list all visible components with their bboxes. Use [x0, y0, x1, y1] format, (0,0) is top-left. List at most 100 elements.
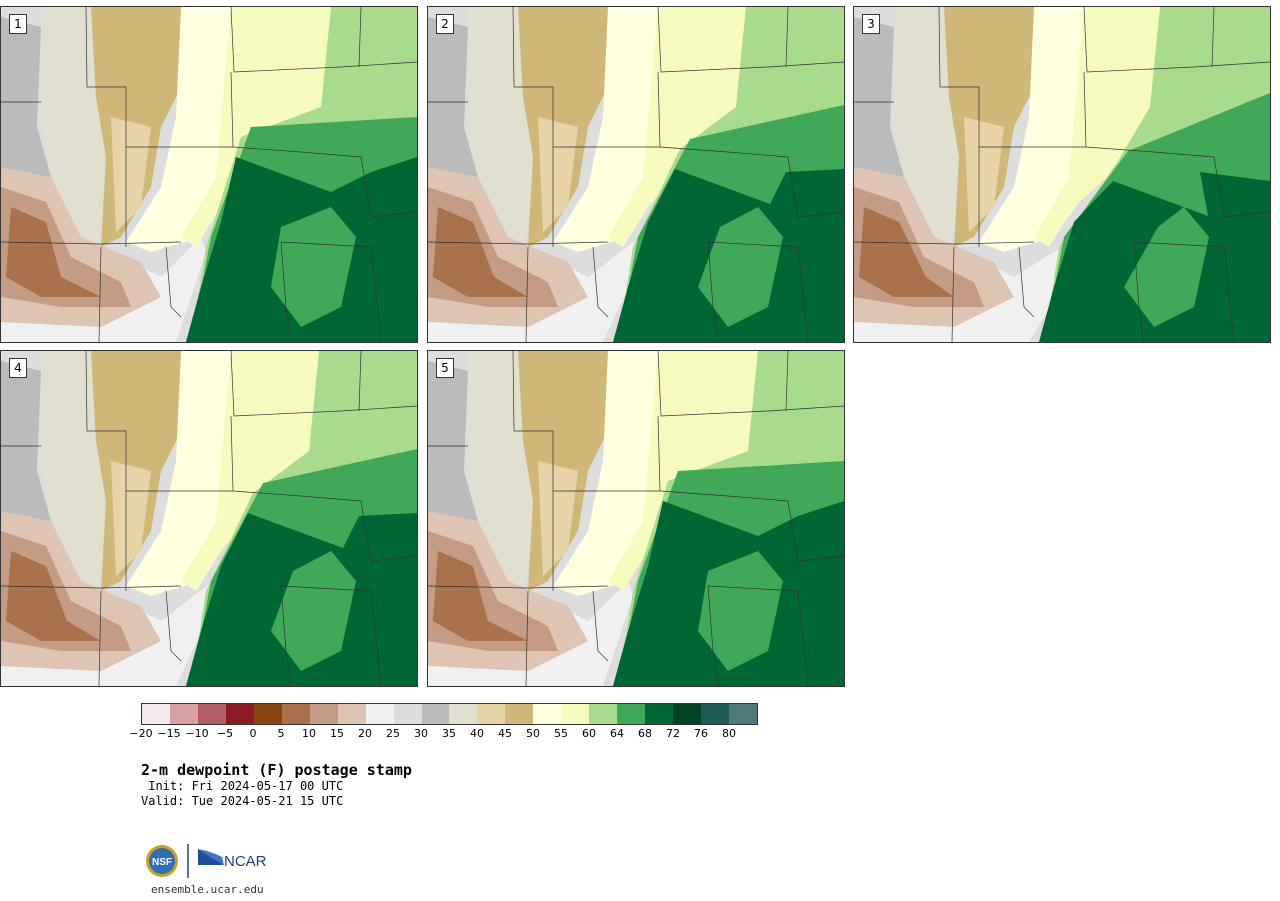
- state-boundary: [512, 7, 554, 247]
- colorbar-swatch: [309, 704, 338, 724]
- dewpoint-region: [271, 551, 356, 671]
- state-boundary: [358, 351, 362, 412]
- nsf-logo: NSF: [146, 845, 178, 877]
- map-panel-1: 1: [0, 6, 418, 343]
- colorbar-swatch: [729, 704, 757, 724]
- state-boundary: [230, 7, 417, 73]
- dewpoint-region: [428, 17, 478, 207]
- state-boundary: [1133, 241, 1145, 342]
- colorbar-tick-label: 40: [470, 727, 484, 740]
- colorbar-swatch: [701, 704, 730, 724]
- state-boundary: [280, 241, 382, 342]
- colorbar-swatch: [505, 704, 534, 724]
- state-boundary: [707, 585, 719, 686]
- state-boundary: [854, 241, 1035, 245]
- colorbar-tick-label: 5: [277, 727, 285, 740]
- colorbar-tick-label: 72: [666, 727, 680, 740]
- colorbar-tick-label: 10: [302, 727, 316, 740]
- state-boundary: [512, 351, 554, 591]
- colorbar-swatch: [169, 704, 198, 724]
- colorbar-swatch: [197, 704, 226, 724]
- colorbar-swatch: [421, 704, 450, 724]
- state-boundary: [165, 590, 182, 662]
- dewpoint-region: [1, 361, 51, 551]
- state-boundary: [428, 241, 609, 245]
- map-panel-5: 5: [427, 350, 845, 687]
- state-boundary: [280, 585, 292, 686]
- colorbar-tick-label: 20: [358, 727, 372, 740]
- state-boundary: [300, 151, 372, 218]
- colorbar-tick-label: −15: [157, 727, 181, 740]
- website-url[interactable]: ensemble.ucar.edu: [151, 883, 264, 896]
- state-boundary: [797, 211, 844, 218]
- colorbar-swatch: [533, 704, 562, 724]
- panel-number: 3: [862, 14, 880, 34]
- colorbar-swatch: [281, 704, 310, 724]
- map-panel-3: 3: [853, 6, 1271, 343]
- dewpoint-region: [111, 461, 151, 576]
- valid-time: Valid: Tue 2024-05-21 15 UTC: [141, 794, 344, 808]
- panel-number: 1: [9, 14, 27, 34]
- state-boundary: [85, 7, 127, 247]
- colorbar-tick-label: 55: [554, 727, 568, 740]
- state-boundary: [1153, 151, 1225, 218]
- panel-number: 2: [436, 14, 454, 34]
- state-boundary: [707, 241, 719, 342]
- state-boundary: [428, 585, 609, 589]
- state-boundary: [1083, 7, 1270, 73]
- colorbar-swatch: [589, 704, 618, 724]
- colorbar-swatch: [449, 704, 478, 724]
- init-time: Init: Fri 2024-05-17 00 UTC: [141, 779, 344, 793]
- dewpoint-region: [854, 17, 904, 207]
- dewpoint-region: [698, 207, 783, 327]
- colorbar-swatch: [617, 704, 646, 724]
- state-boundary: [657, 7, 844, 73]
- dewpoint-region: [538, 117, 578, 232]
- panel-number: 4: [9, 358, 27, 378]
- state-boundary: [951, 246, 955, 342]
- map-panel-4: 4: [0, 350, 418, 687]
- colorbar-tick-label: 60: [582, 727, 596, 740]
- dewpoint-region: [859, 207, 954, 297]
- state-boundary: [280, 585, 382, 686]
- dewpoint-region: [428, 361, 478, 551]
- state-boundary: [1018, 246, 1035, 318]
- colorbar-swatch: [645, 704, 674, 724]
- colorbar-tick-label: −10: [185, 727, 209, 740]
- colorbar-tick-label: 64: [610, 727, 624, 740]
- colorbar-swatch: [393, 704, 422, 724]
- colorbar-tick-label: 68: [638, 727, 652, 740]
- state-boundary: [727, 151, 799, 218]
- state-boundary: [727, 495, 799, 562]
- colorbar-tick-label: 35: [442, 727, 456, 740]
- state-boundary: [370, 555, 417, 562]
- dewpoint-region: [271, 207, 356, 327]
- colorbar-ticks: −20 −15 −10 −5 0 5 10 15 20 25 30 35 40 45 50 55 60 64 68 7…: [129, 727, 757, 741]
- state-boundary: [85, 351, 127, 591]
- dewpoint-region: [433, 551, 528, 641]
- colorbar-tick-label: −20: [129, 727, 153, 740]
- colorbar-tick-label: 15: [330, 727, 344, 740]
- dewpoint-region: [698, 551, 783, 671]
- colorbar-swatch: [142, 704, 170, 724]
- sponsor-logos: NSF NCAR: [144, 843, 274, 879]
- dewpoint-region: [1124, 207, 1209, 327]
- panel-number: 5: [436, 358, 454, 378]
- state-boundary: [657, 351, 844, 417]
- state-boundary: [1223, 211, 1270, 218]
- state-boundary: [280, 241, 292, 342]
- state-boundary: [1133, 241, 1235, 342]
- dewpoint-region: [1, 17, 51, 207]
- dewpoint-region: [538, 461, 578, 576]
- colorbar-swatch: [561, 704, 590, 724]
- state-boundary: [98, 590, 102, 686]
- state-boundary: [592, 246, 609, 318]
- colorbar-tick-label: 45: [498, 727, 512, 740]
- plot-title: 2-m dewpoint (F) postage stamp: [141, 761, 412, 779]
- colorbar-tick-label: 80: [722, 727, 736, 740]
- state-boundary: [525, 246, 529, 342]
- colorbar-swatch: [477, 704, 506, 724]
- state-boundary: [165, 246, 182, 318]
- state-boundary: [707, 585, 809, 686]
- state-boundary: [1, 241, 182, 245]
